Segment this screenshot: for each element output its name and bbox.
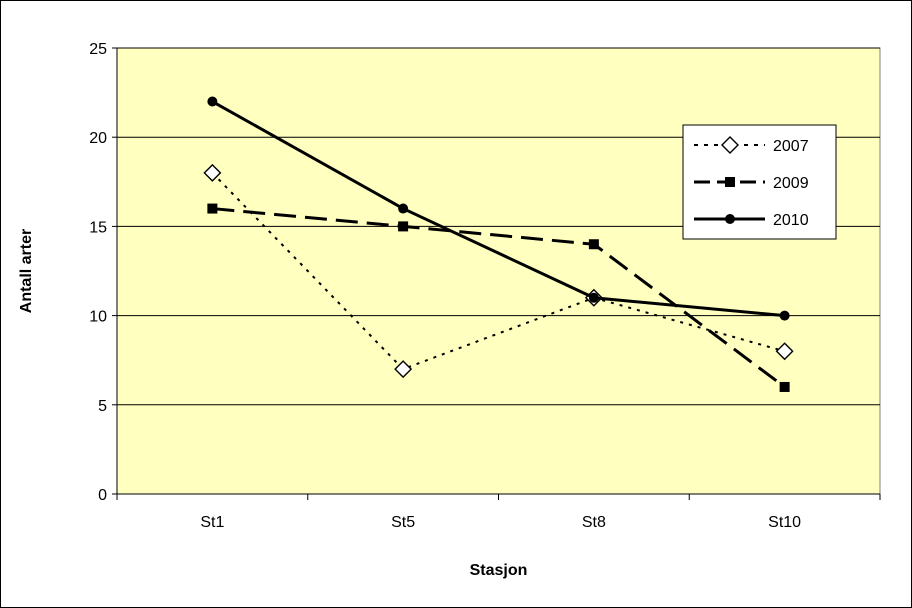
- x-tick-label-st1: St1: [200, 514, 224, 531]
- gridlines: [117, 47, 880, 406]
- y-tick-label-25: 25: [89, 41, 107, 58]
- data-point-2009-st10: [779, 381, 790, 392]
- legend-label-2007: 2007: [773, 138, 809, 155]
- legend-marker-2007: [721, 136, 739, 154]
- series-layer: [203, 96, 794, 392]
- x-tick-label-st5: St5: [391, 514, 415, 531]
- data-point-2009-st8: [588, 239, 599, 250]
- legend-marker-2010: [725, 214, 735, 224]
- series-2010: [207, 96, 790, 321]
- data-point-2009-st1: [207, 203, 218, 214]
- data-point-2009-st5: [398, 221, 409, 232]
- y-tick-label-10: 10: [89, 309, 107, 326]
- series-line-2009: [212, 207, 786, 389]
- data-point-2007-st5: [394, 360, 413, 379]
- data-point-2010-st8: [588, 292, 599, 303]
- series-2009: [207, 203, 790, 392]
- y-axis-title: Antall arter: [18, 229, 35, 313]
- x-axis-title: Stasjon: [470, 562, 528, 579]
- x-tick-label-st10: St10: [768, 514, 801, 531]
- y-tick-label-5: 5: [98, 398, 107, 415]
- y-tick-label-20: 20: [89, 130, 107, 147]
- axes: 0 5 10 15 20 25 St1 St5 St8 St10: [89, 41, 881, 531]
- series-line-2007: [211, 172, 785, 371]
- legend-marker-2009: [725, 177, 735, 187]
- series-line-2010: [211, 100, 785, 318]
- legend-label-2010: 2010: [773, 212, 809, 229]
- y-tick-label-15: 15: [89, 219, 107, 236]
- data-point-2010-st5: [398, 203, 409, 214]
- plot-area: [116, 47, 881, 495]
- legend-label-2009: 2009: [773, 175, 809, 192]
- y-tick-label-0: 0: [98, 487, 107, 504]
- data-point-2007-st10: [775, 342, 794, 361]
- data-point-2007-st1: [203, 163, 222, 182]
- legend: 2007 2009 2010: [682, 124, 837, 240]
- x-tick-label-st8: St8: [582, 514, 606, 531]
- data-point-2010-st10: [779, 310, 790, 321]
- data-point-2010-st1: [207, 96, 218, 107]
